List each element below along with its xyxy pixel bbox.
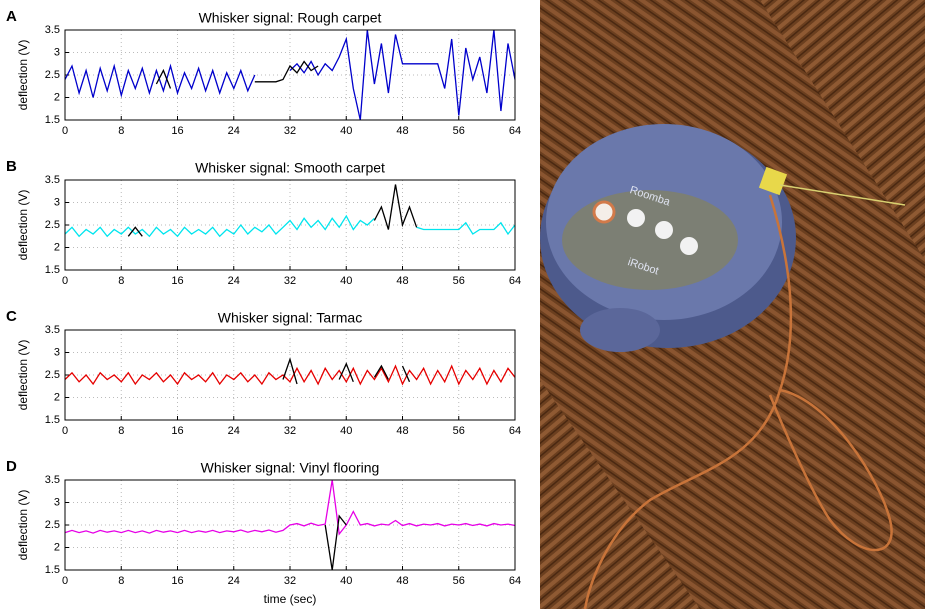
- x-tick-label: 0: [62, 125, 68, 137]
- carpet-region: [540, 380, 700, 609]
- panel-letter: D: [6, 458, 17, 475]
- x-tick-label: 32: [284, 275, 296, 287]
- y-tick-label: 2: [54, 241, 60, 253]
- chart-title: Whisker signal: Smooth carpet: [195, 160, 385, 176]
- chart-panel: 1.5 2 2.5 3 3.5 0 8 16 24 32 40 48 56 64 Whisker signa…: [6, 8, 521, 137]
- x-tick-label: 0: [62, 275, 68, 287]
- x-tick-label: 24: [228, 575, 240, 587]
- panel-letter: A: [6, 8, 17, 25]
- x-tick-label: 64: [509, 425, 521, 437]
- x-tick-label: 40: [340, 125, 352, 137]
- signal-line: [155, 60, 319, 89]
- x-tick-label: 40: [340, 275, 352, 287]
- x-tick-label: 56: [453, 425, 465, 437]
- signal-line: [64, 214, 516, 238]
- x-tick-label: 64: [509, 275, 521, 287]
- button: [627, 209, 645, 227]
- chart-panel: 1.5 2 2.5 3 3.5 0 8 16 24 32 40 48 56 64 Whisker signa…: [6, 158, 521, 287]
- x-tick-label: 0: [62, 425, 68, 437]
- x-tick-label: 64: [509, 575, 521, 587]
- y-axis-label: deflection (V): [16, 40, 30, 111]
- x-tick-label: 8: [118, 575, 124, 587]
- signal-line: [324, 514, 347, 571]
- button: [680, 237, 698, 255]
- x-tick-label: 48: [396, 275, 408, 287]
- wire: [583, 194, 893, 609]
- y-tick-label: 3: [54, 46, 60, 58]
- sensor: [758, 166, 788, 196]
- x-tick-label: 56: [453, 275, 465, 287]
- chart-title: Whisker signal: Rough carpet: [199, 10, 382, 26]
- x-tick-label: 16: [171, 275, 183, 287]
- plot-frame: [64, 179, 516, 271]
- whisker: [779, 184, 906, 206]
- y-axis-label: deflection (V): [16, 340, 30, 411]
- carpet-region: [760, 0, 925, 260]
- x-tick-label: 16: [171, 575, 183, 587]
- y-tick-label: 3.5: [45, 324, 60, 336]
- y-tick-label: 2.5: [45, 219, 60, 231]
- x-tick-label: 8: [118, 425, 124, 437]
- y-tick-label: 2.5: [45, 369, 60, 381]
- x-tick-label: 40: [340, 575, 352, 587]
- x-tick-label: 8: [118, 275, 124, 287]
- y-tick-label: 3.5: [45, 24, 60, 36]
- chart-panel: 1.5 2 2.5 3 3.5 0 8 16 24 32 40 48 56 64 Whisker signa…: [6, 458, 521, 606]
- x-tick-label: 48: [396, 125, 408, 137]
- y-tick-label: 1.5: [45, 564, 60, 576]
- y-axis-label: deflection (V): [16, 190, 30, 261]
- x-axis-label: time (sec): [264, 592, 317, 606]
- chart-title: Whisker signal: Tarmac: [218, 310, 362, 326]
- plot-frame: [64, 329, 516, 421]
- x-tick-label: 24: [228, 275, 240, 287]
- plot-frame: [64, 479, 516, 571]
- signal-line: [127, 184, 418, 237]
- chart-panel: 1.5 2 2.5 3 3.5 0 8 16 24 32 40 48 56 64 Whisker signa…: [6, 308, 521, 437]
- x-tick-label: 32: [284, 425, 296, 437]
- plot-frame: [64, 29, 516, 121]
- x-tick-label: 32: [284, 575, 296, 587]
- signal-line: [64, 479, 516, 536]
- x-tick-label: 48: [396, 575, 408, 587]
- x-tick-label: 48: [396, 425, 408, 437]
- y-axis-label: deflection (V): [16, 490, 30, 561]
- y-tick-label: 2: [54, 91, 60, 103]
- x-tick-label: 8: [118, 125, 124, 137]
- y-tick-label: 3.5: [45, 174, 60, 186]
- x-tick-label: 32: [284, 125, 296, 137]
- y-tick-label: 3: [54, 496, 60, 508]
- y-tick-label: 2: [54, 541, 60, 553]
- x-tick-label: 0: [62, 575, 68, 587]
- signal-line: [64, 29, 516, 121]
- chart-title: Whisker signal: Vinyl flooring: [201, 460, 380, 476]
- x-tick-label: 16: [171, 125, 183, 137]
- x-tick-label: 56: [453, 575, 465, 587]
- y-tick-label: 2: [54, 391, 60, 403]
- x-tick-label: 56: [453, 125, 465, 137]
- y-tick-label: 3.5: [45, 474, 60, 486]
- photo: Roomba iRobot: [540, 0, 925, 609]
- y-tick-label: 3: [54, 196, 60, 208]
- y-tick-label: 1.5: [45, 414, 60, 426]
- x-tick-label: 16: [171, 425, 183, 437]
- button: [655, 221, 673, 239]
- y-tick-label: 1.5: [45, 114, 60, 126]
- y-tick-label: 3: [54, 346, 60, 358]
- x-tick-label: 24: [228, 425, 240, 437]
- x-tick-label: 40: [340, 425, 352, 437]
- handle: [580, 308, 660, 352]
- y-tick-label: 2.5: [45, 69, 60, 81]
- y-tick-label: 1.5: [45, 264, 60, 276]
- panel-letter: C: [6, 308, 17, 325]
- button: [592, 200, 616, 224]
- panel-letter: B: [6, 158, 17, 175]
- x-tick-label: 64: [509, 125, 521, 137]
- signal-line: [282, 357, 411, 385]
- x-tick-label: 24: [228, 125, 240, 137]
- signal-line: [64, 364, 516, 386]
- y-tick-label: 2.5: [45, 519, 60, 531]
